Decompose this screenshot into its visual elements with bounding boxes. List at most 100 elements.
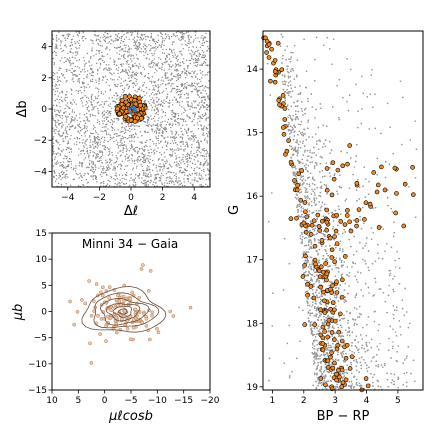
field-star-point [67,35,70,38]
field-star-point [181,89,183,92]
field-star-point [181,137,184,139]
field-star-point [141,96,144,98]
field-star-point [201,44,203,47]
field-star-point [177,77,179,79]
field-star-point [131,159,134,162]
field-star-point [105,111,108,114]
field-star-point [60,67,62,70]
field-star-point [106,147,109,149]
field-star-point [159,141,162,143]
field-star-point [174,66,176,68]
field-star-point [195,88,197,91]
field-star-point [187,104,189,106]
field-star-point [102,33,105,36]
field-star-point [142,84,145,86]
field-star-point [100,155,102,158]
field-star-point [144,184,146,186]
field-star-point [204,138,206,140]
field-star-point [125,84,128,86]
field-star-point [206,74,208,76]
cmd-field-point [353,166,356,168]
field-star-point [175,79,178,82]
field-star-point [196,61,198,64]
field-star-point [125,147,128,149]
field-star-point [70,39,73,41]
field-star-point [99,40,102,43]
field-star-point [191,85,193,87]
field-star-point [172,151,174,153]
field-star-point [97,34,100,37]
field-star-point [101,116,104,118]
field-star-point [93,141,96,143]
field-star-point [73,101,76,103]
field-star-point [162,174,164,177]
field-star-point [107,161,109,163]
field-star-point [56,80,59,83]
field-star-point [155,131,158,133]
field-star-point [132,167,134,169]
field-star-point [123,54,126,56]
field-star-point [207,71,209,74]
field-star-point [128,38,130,41]
field-star-point [62,131,65,134]
field-star-point [123,80,125,82]
pm-x-label: μℓcosb [108,409,153,424]
field-star-point [94,165,96,167]
field-star-point [180,171,183,174]
field-star-point [89,139,92,141]
field-star-point [151,130,154,132]
field-star-point [55,87,57,89]
field-star-point [192,183,194,186]
field-star-point [202,62,205,64]
field-star-point [92,162,95,165]
field-star-point [107,37,109,39]
field-star-point [179,169,181,172]
field-star-point [174,115,176,117]
field-star-point [175,65,178,67]
field-star-point [95,178,97,181]
field-star-point [71,44,74,46]
field-star-point [59,174,61,177]
field-star-point [54,99,56,102]
field-star-point [148,151,150,154]
field-star-point [196,64,199,66]
field-star-point [188,71,190,74]
field-star-point [187,31,190,33]
field-star-point [141,34,143,37]
field-star-point [58,114,61,117]
field-star-point [150,174,152,176]
field-star-point [134,128,136,130]
field-star-point [89,56,92,58]
x-tick-label: 10 [46,396,58,406]
field-star-point [74,57,76,59]
field-star-point [116,34,118,37]
field-star-point [96,119,99,121]
field-star-point [123,144,125,147]
field-star-point [126,137,129,140]
field-star-point [69,64,72,66]
field-star-point [117,147,120,149]
x-tick-label: 0 [128,193,134,203]
field-star-point [85,62,87,64]
field-star-point [96,121,99,124]
field-star-point [149,181,151,184]
field-star-point [151,66,154,68]
field-star-point [201,104,203,106]
field-star-point [99,174,102,176]
field-star-point [85,100,88,103]
field-star-point [137,67,140,69]
field-star-point [92,71,95,73]
field-star-point [176,131,178,134]
field-star-point [182,120,185,122]
field-star-point [92,168,94,171]
field-star-point [125,153,128,155]
field-star-point [69,60,71,62]
field-star-point [83,146,85,148]
field-star-point [91,105,93,107]
field-star-point [103,141,105,143]
pm-star-point [150,310,155,315]
field-star-point [125,71,127,73]
field-star-point [159,32,162,34]
field-star-point [199,177,201,180]
field-star-point [108,110,111,113]
